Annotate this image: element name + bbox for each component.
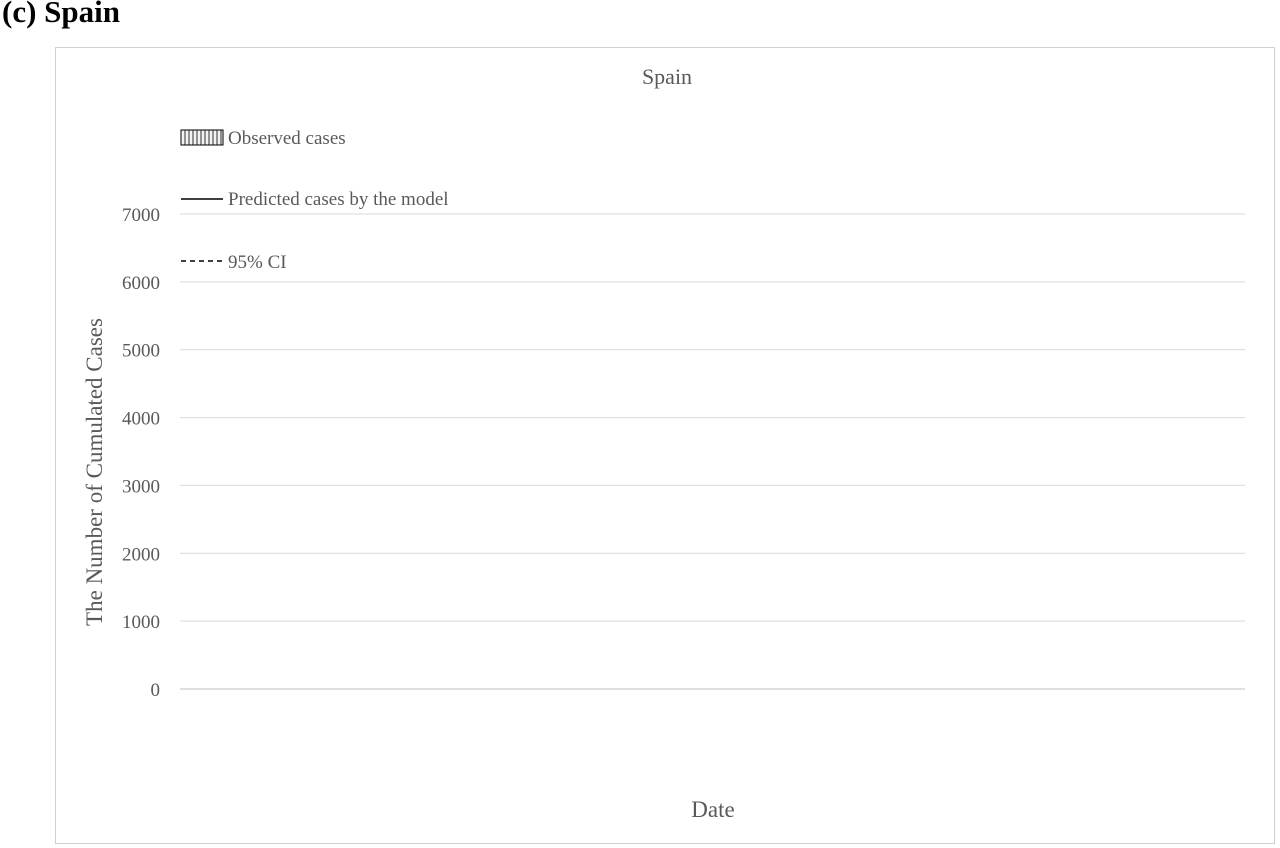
y-tick-label: 6000 [122, 273, 160, 294]
y-axis-label: The Number of Cumulated Cases [82, 318, 107, 626]
panel-label: (c) Spain [2, 0, 120, 29]
gridlines [180, 213, 1245, 622]
legend-observed-label: Observed cases [228, 128, 346, 149]
chart-title: Spain [642, 64, 692, 89]
y-tick-label: 4000 [122, 409, 160, 430]
y-tick-label: 2000 [122, 544, 160, 565]
legend-observed-swatch [180, 129, 224, 146]
legend-predicted-label: Predicted cases by the model [228, 189, 449, 210]
y-tick-label: 1000 [122, 612, 160, 633]
x-axis-label: Date [691, 797, 734, 822]
y-tick-labels: 0 1000 2000 3000 4000 5000 6000 7000 [122, 205, 160, 701]
legend-ci-label: 95% CI [228, 252, 287, 273]
y-tick-label: 0 [151, 680, 161, 701]
y-tick-label: 7000 [122, 205, 160, 226]
legend: Observed cases Predicted cases by the mo… [180, 128, 449, 273]
y-tick-label: 3000 [122, 476, 160, 497]
y-tick-label: 5000 [122, 341, 160, 362]
